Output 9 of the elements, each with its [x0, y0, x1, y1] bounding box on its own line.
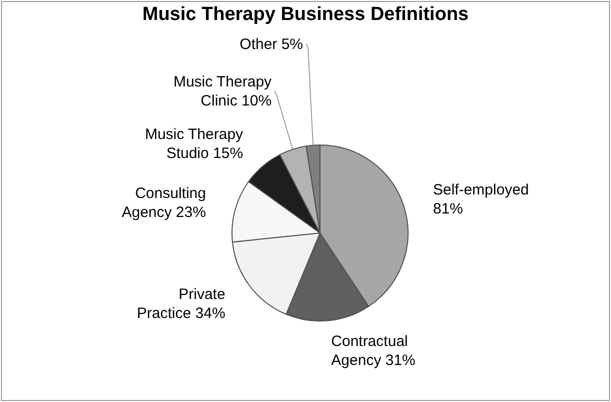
slice-label: Consulting Agency 23% — [122, 184, 206, 221]
slice-label: Music Therapy Studio 15% — [144, 126, 244, 162]
slice-label: Private Practice 34% — [136, 285, 226, 322]
slice-label: Self-employed — [433, 181, 529, 198]
slice-label: Music Therapy Clinic 10% — [173, 72, 272, 109]
slice-label: Contractual Agency 31% — [331, 332, 416, 368]
slice-label: Other 5% — [240, 35, 304, 52]
chart-title: Music Therapy Business Definitions — [141, 4, 470, 26]
data-label: 81% — [433, 200, 464, 218]
